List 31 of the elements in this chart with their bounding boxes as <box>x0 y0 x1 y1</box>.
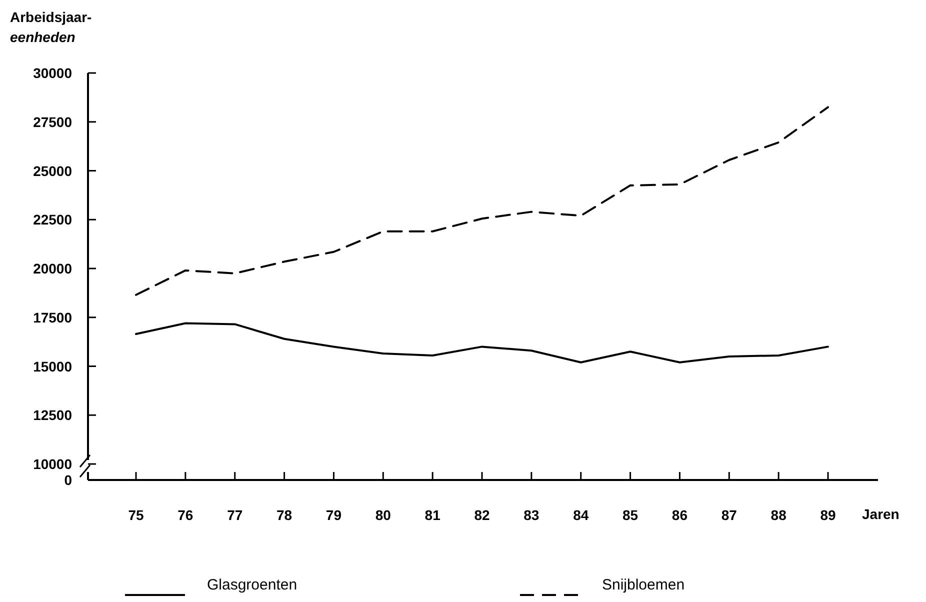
y-tick-label: 25000 <box>33 162 72 179</box>
x-tick-label: 80 <box>375 507 392 523</box>
x-tick-label: 77 <box>227 507 243 523</box>
x-tick-label: 87 <box>721 507 738 523</box>
legend-label: Glasgroenten <box>207 576 298 594</box>
x-tick-label: 89 <box>820 507 836 523</box>
x-tick-label: 83 <box>524 507 540 523</box>
x-tick-label: 79 <box>326 507 342 523</box>
text: 0 <box>64 472 72 488</box>
x-tick-label: 86 <box>672 507 688 523</box>
x-tick-label: 84 <box>573 507 589 523</box>
y-tick-label: 27500 <box>33 114 72 130</box>
x-tick-label: 82 <box>474 507 490 523</box>
x-axis-title: Jaren <box>862 506 900 522</box>
x-tick-label: 88 <box>770 507 787 523</box>
y-axis-title: Arbeidsjaar-eenheden <box>10 9 92 45</box>
x-tick-label: 78 <box>276 507 292 523</box>
line-series <box>135 106 829 296</box>
line-series <box>135 322 829 364</box>
y-tick-label: 30000 <box>33 65 72 81</box>
y-tick-label: 22500 <box>33 212 72 228</box>
y-tick-label: 17500 <box>33 309 72 326</box>
x-tick-label: 85 <box>622 507 638 523</box>
x-tick-label: 75 <box>128 507 144 523</box>
legend-label: Snijbloemen <box>602 576 685 594</box>
y-tick-label: 15000 <box>33 358 72 374</box>
x-tick-label: 81 <box>424 507 441 523</box>
x-tick-label: 76 <box>178 507 194 523</box>
y-tick-label: 10000 <box>33 456 72 472</box>
y-tick-label: 20000 <box>33 260 72 276</box>
y-tick-label: 12500 <box>33 407 72 424</box>
